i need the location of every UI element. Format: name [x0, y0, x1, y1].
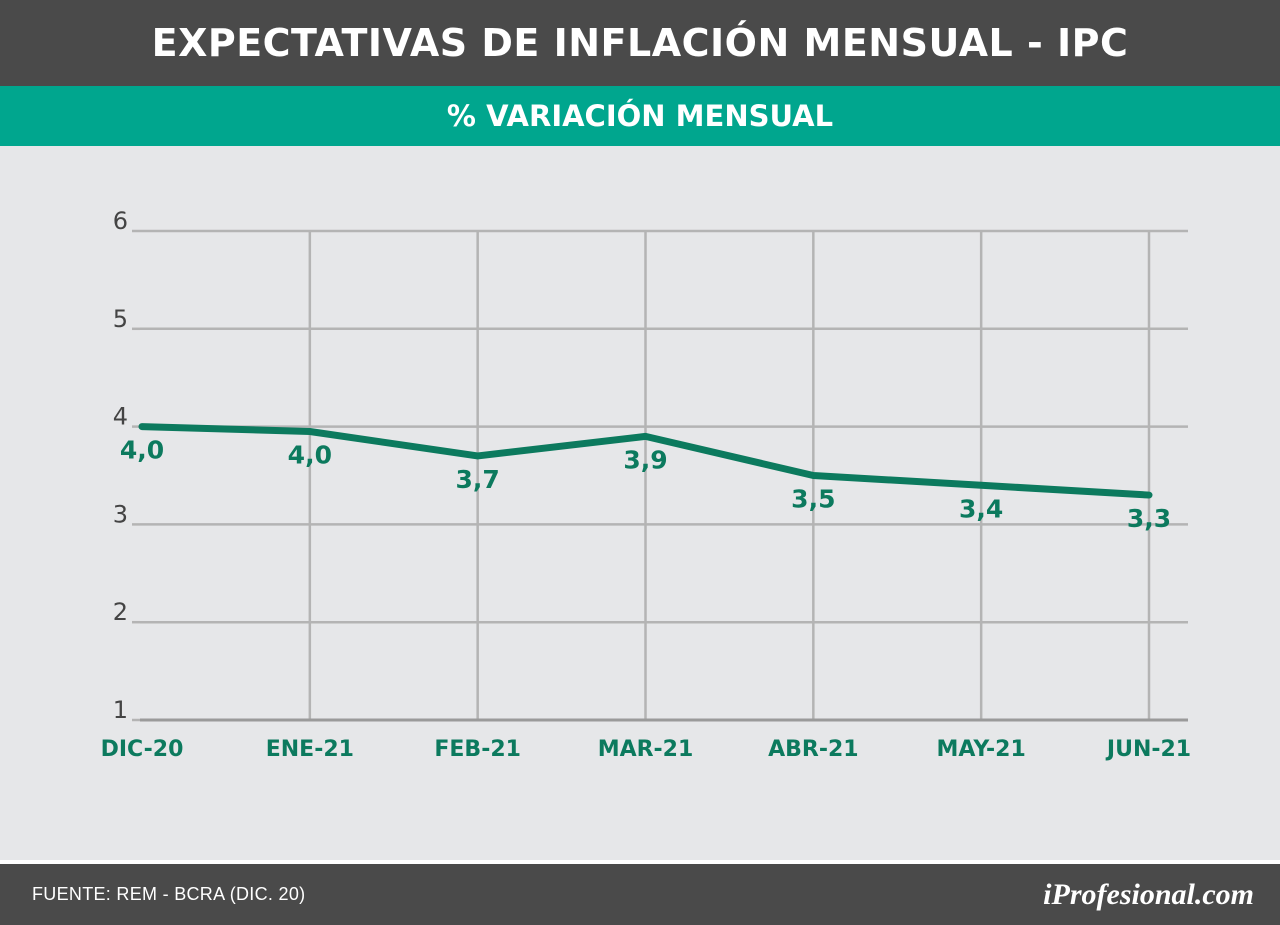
y-tick-label: 1: [113, 696, 128, 724]
data-label: 3,3: [1127, 504, 1171, 533]
data-label: 4,0: [120, 436, 164, 465]
x-tick-label: MAY-21: [937, 737, 1026, 762]
x-tick-label: JUN-21: [1105, 737, 1191, 762]
y-tick-label: 6: [113, 207, 128, 235]
data-label: 4,0: [288, 440, 332, 469]
y-tick-label: 3: [113, 500, 128, 528]
line-chart: 1 2 3 4 5 6 DIC-20 ENE-21 FEB-21 MAR-21 ABR-21 MAY-…: [101, 207, 1192, 762]
data-label: 3,9: [623, 445, 667, 474]
y-tick-label: 5: [113, 305, 128, 333]
x-tick-label: ENE-21: [266, 737, 354, 762]
data-label: 3,4: [959, 494, 1003, 523]
y-tick-label: 2: [113, 598, 128, 626]
data-label: 3,7: [456, 465, 500, 494]
data-label: 3,5: [791, 485, 835, 514]
chart-title: EXPECTATIVAS DE INFLACIÓN MENSUAL - IPC: [0, 0, 1280, 86]
brand-logo: iProfesional.com: [1043, 877, 1254, 911]
x-tick-label: FEB-21: [434, 737, 521, 762]
x-tick-label: ABR-21: [768, 737, 858, 762]
y-tick-label: 4: [113, 403, 128, 431]
footer: FUENTE: REM - BCRA (DIC. 20) iProfesiona…: [0, 864, 1280, 925]
x-tick-label: DIC-20: [101, 737, 184, 762]
footer-divider: [0, 860, 1280, 864]
chart-area: 1 2 3 4 5 6 DIC-20 ENE-21 FEB-21 MAR-21 ABR-21 MAY-…: [0, 146, 1280, 860]
chart-subtitle: % VARIACIÓN MENSUAL: [0, 86, 1280, 146]
series-line: [138, 423, 1153, 499]
source-note: FUENTE: REM - BCRA (DIC. 20): [32, 884, 306, 904]
x-tick-label: MAR-21: [598, 737, 694, 762]
